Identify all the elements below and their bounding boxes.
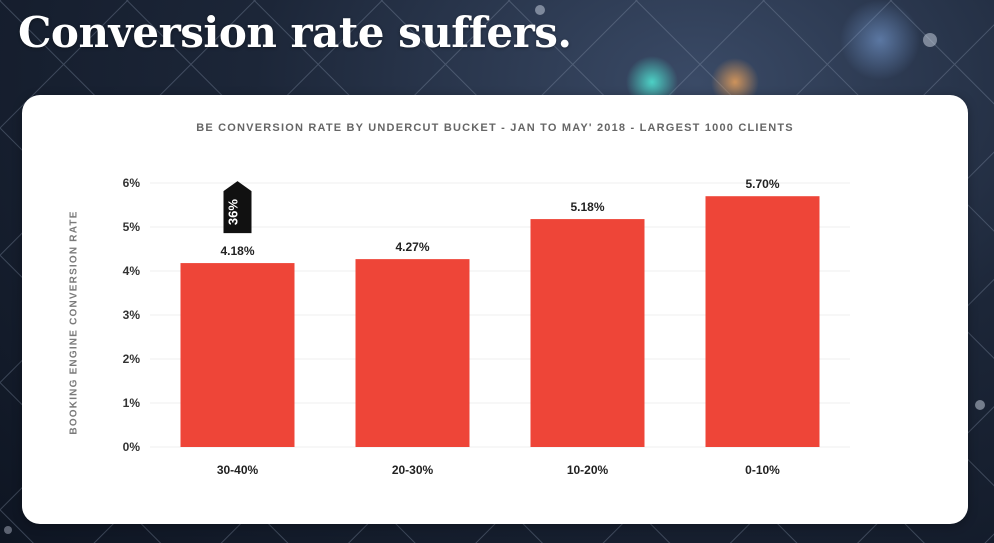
- data-label: 5.18%: [570, 200, 604, 214]
- y-tick-label: 2%: [123, 352, 141, 366]
- data-label: 4.18%: [220, 244, 254, 258]
- annotation-tag: [223, 181, 252, 234]
- y-tick-label: 1%: [123, 396, 141, 410]
- slide-title: Conversion rate suffers.: [18, 8, 572, 57]
- bar: [705, 196, 820, 447]
- data-label: 4.27%: [395, 240, 429, 254]
- y-tick-label: 0%: [123, 440, 141, 454]
- y-tick-label: 6%: [123, 176, 141, 190]
- x-tick-label: 0-10%: [745, 463, 780, 477]
- chart-title: BE CONVERSION RATE BY UNDERCUT BUCKET - …: [196, 122, 794, 134]
- y-tick-label: 4%: [123, 264, 141, 278]
- bar: [530, 219, 645, 447]
- chart-card: BE CONVERSION RATE BY UNDERCUT BUCKET - …: [22, 95, 968, 524]
- x-tick-label: 20-30%: [392, 463, 434, 477]
- x-tick-label: 30-40%: [217, 463, 259, 477]
- annotation-label: 36%: [226, 199, 241, 225]
- bar-chart: 0% 1% 2% 3% 4% 5% 6% 4.18% 30-40% 4.27% 20-30% 5.18…: [123, 176, 850, 477]
- y-tick-label: 5%: [123, 220, 141, 234]
- data-label: 5.70%: [745, 177, 779, 191]
- y-tick-label: 3%: [123, 308, 141, 322]
- bar: [180, 263, 295, 447]
- x-tick-label: 10-20%: [567, 463, 609, 477]
- bar: [355, 259, 470, 447]
